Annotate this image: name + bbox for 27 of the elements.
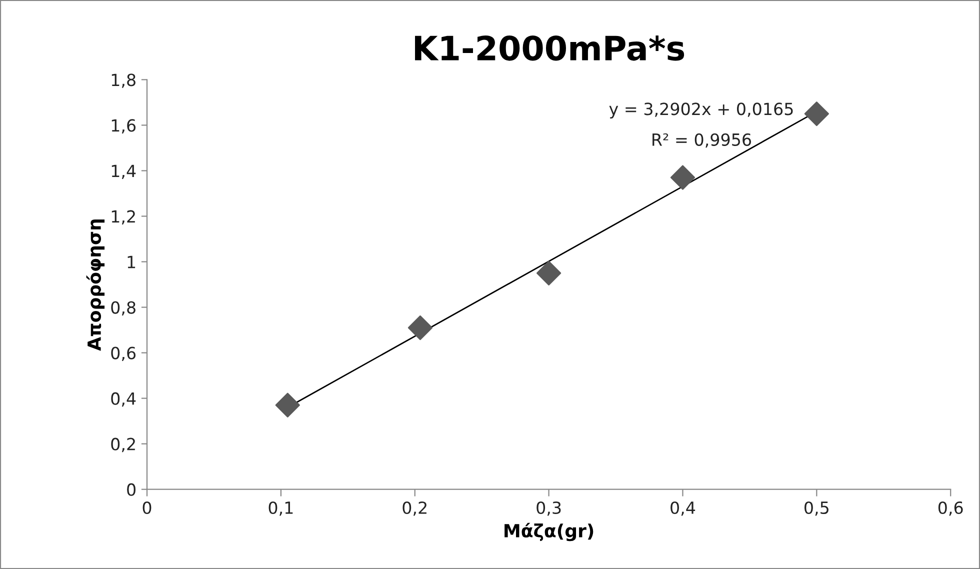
x-tick-label: 0,6: [938, 501, 963, 516]
point: [670, 165, 696, 190]
y-tick-label: 1,6: [112, 119, 136, 134]
x-tick-label: 0,2: [402, 501, 426, 516]
x-tick-label: 0,5: [804, 501, 828, 516]
y-tick-label: 1: [128, 256, 136, 268]
point: [275, 392, 300, 418]
point: [408, 315, 433, 340]
x-tick-label: 0: [142, 501, 152, 514]
y-tick-label: 0: [127, 483, 136, 496]
y-axis-title: Απορρόφηση: [86, 220, 105, 351]
y-tick-label: 1,2: [112, 210, 135, 224]
x-tick-label: 0,3: [536, 501, 561, 516]
point: [536, 260, 562, 286]
y-tick-label: 0,4: [111, 392, 136, 407]
y-tick-label: 1,4: [112, 164, 136, 179]
point: [804, 101, 829, 126]
y-tick-label: 1,8: [112, 74, 136, 88]
annotation: y = 3,2902x + 0,0165: [609, 102, 793, 118]
annotation: R² = 0,9956: [652, 133, 752, 148]
x-tick-label: 0,1: [268, 501, 293, 516]
y-tick-label: 0,8: [111, 301, 136, 316]
y-tick-label: 0,6: [111, 346, 136, 362]
x-axis-title: Μάζα(gr): [504, 522, 594, 542]
chart-title: K1-2000mPa*s: [415, 35, 684, 61]
x-tick-label: 0,4: [670, 501, 696, 516]
y-tick-label: 0,2: [111, 438, 135, 452]
